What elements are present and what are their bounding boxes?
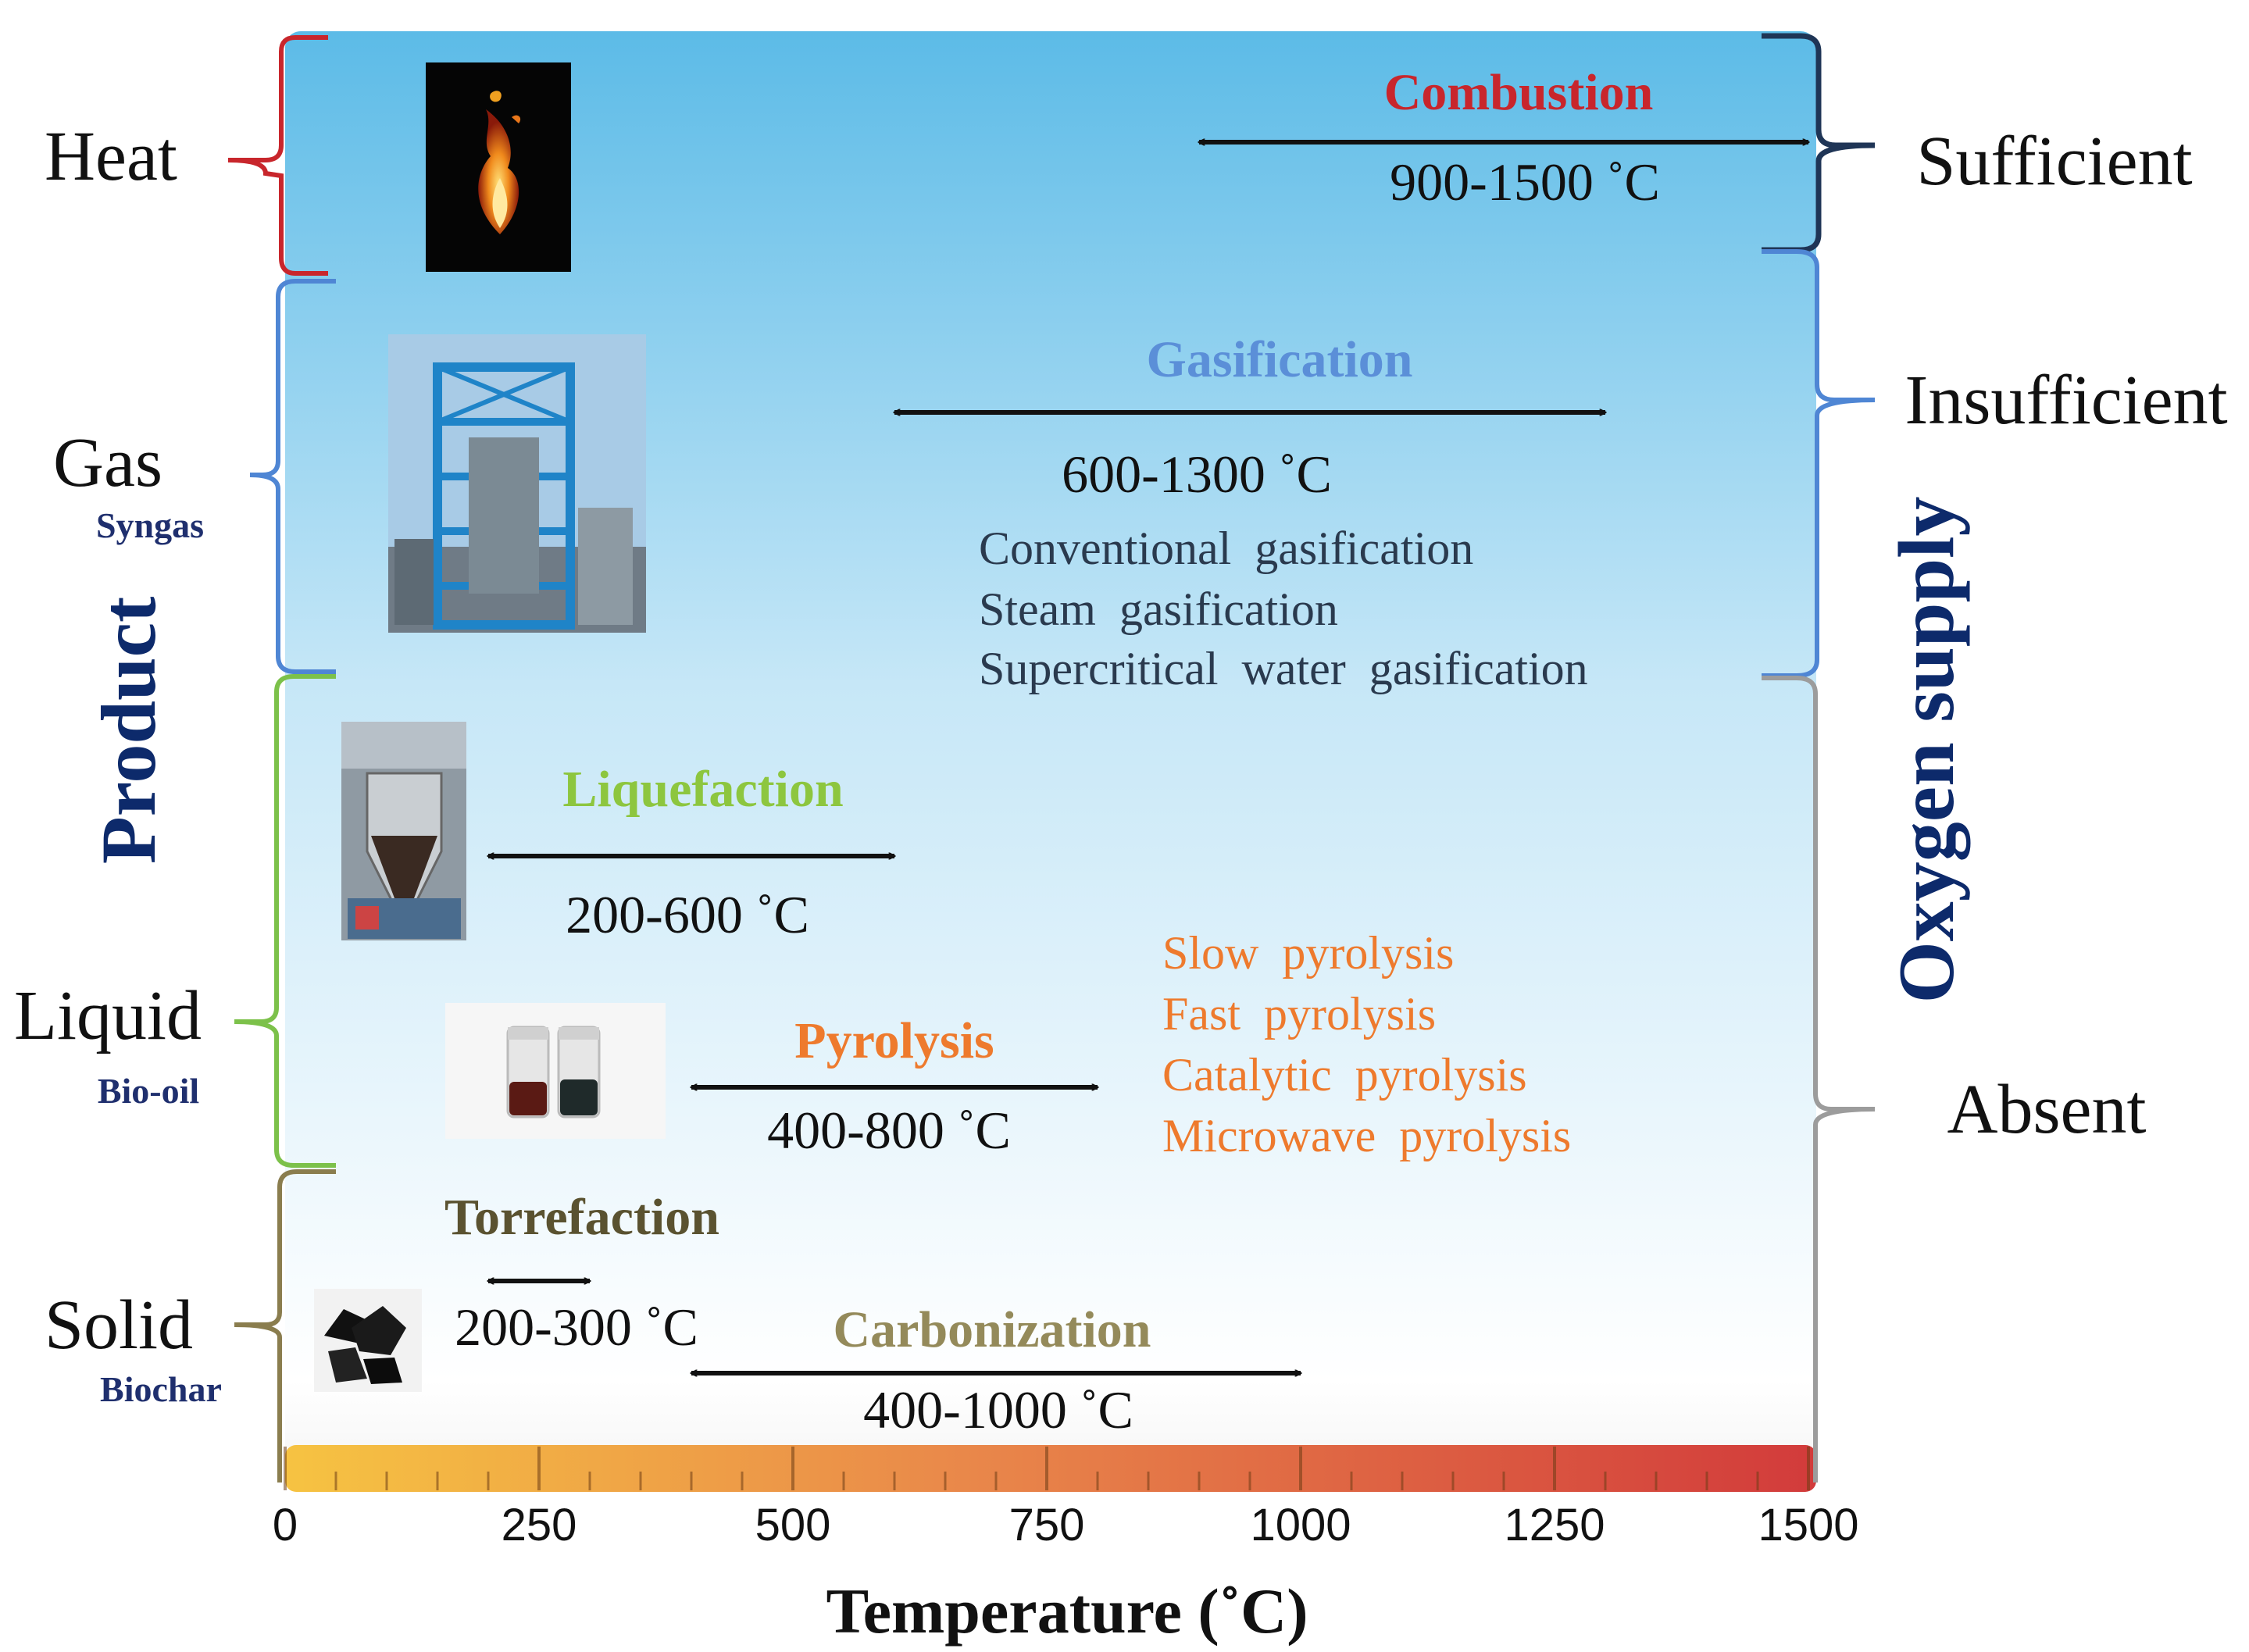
temperature-tick-label: 1500	[1758, 1500, 1858, 1550]
temperature-color-bar	[285, 1445, 1816, 1492]
gasification-variant-conventional: Conventional gasification	[979, 523, 1473, 574]
temperature-tick-label: 0	[273, 1500, 298, 1550]
pyrolysis-range-label: 400-800 ˚C	[767, 1101, 1011, 1160]
temperature-tick-labels: 0 250 500 750 1000 1250 1500	[273, 1500, 1859, 1550]
gasification-variant-supercritical: Supercritical water gasification	[979, 643, 1588, 694]
temperature-tick-label: 1000	[1250, 1500, 1351, 1550]
insufficient-brace	[1762, 249, 1876, 678]
combustion-range-label: 900-1500 ˚C	[1390, 152, 1660, 212]
oxygen-axis-title: Oxygen supply	[1883, 496, 1971, 1003]
liquefaction-name: Liquefaction	[562, 761, 843, 818]
gas-brace	[249, 279, 336, 674]
carbonization-name: Carbonization	[833, 1301, 1151, 1358]
sufficient-brace	[1762, 33, 1876, 253]
temperature-tick-label: 500	[755, 1500, 831, 1550]
absent-label: Absent	[1947, 1071, 2147, 1148]
bio-oil-bottles-icon	[445, 1003, 666, 1139]
gas-label: Gas	[53, 424, 162, 501]
heat-label: Heat	[45, 118, 177, 195]
liquefaction-reactor-icon	[341, 722, 466, 940]
liquid-brace	[234, 674, 336, 1168]
gasification-plant-icon	[388, 334, 646, 633]
solid-brace	[234, 1169, 336, 1483]
process-range-arrows	[488, 142, 1808, 1373]
temperature-ticks	[284, 1447, 1810, 1490]
gasification-range-label: 600-1300 ˚C	[1062, 444, 1332, 504]
product-axis: Heat Gas Syngas Liquid Bio-oil Solid Bio…	[14, 35, 336, 1483]
sufficient-label: Sufficient	[1916, 123, 2192, 200]
temperature-axis-label: Temperature (˚C)	[826, 1575, 1308, 1647]
pyrolysis-name: Pyrolysis	[794, 1012, 994, 1069]
pyrolysis-variant-slow: Slow pyrolysis	[1162, 927, 1454, 979]
absent-brace	[1762, 676, 1876, 1483]
product-axis-title: Product	[85, 597, 172, 865]
syngas-label: Syngas	[96, 505, 204, 545]
diagram-panel	[285, 31, 1816, 1483]
heat-brace	[227, 35, 328, 276]
temperature-tick-label: 1250	[1504, 1500, 1605, 1550]
carbonization-range-label: 400-1000 ˚C	[863, 1380, 1133, 1440]
flame-icon	[426, 62, 571, 272]
pyrolysis-variant-fast: Fast pyrolysis	[1162, 988, 1436, 1040]
pyrolysis-variant-catalytic: Catalytic pyrolysis	[1162, 1049, 1527, 1101]
liquefaction-range-label: 200-600 ˚C	[566, 885, 809, 944]
gasification-variant-steam: Steam gasification	[979, 583, 1338, 635]
bio-oil-label: Bio-oil	[98, 1071, 199, 1111]
torrefaction-name: Torrefaction	[444, 1189, 719, 1246]
gasification-name: Gasification	[1147, 331, 1413, 388]
temperature-tick-label: 250	[502, 1500, 577, 1550]
biochar-icon	[314, 1289, 422, 1392]
biochar-label: Biochar	[100, 1369, 222, 1409]
pyrolysis-variant-microwave: Microwave pyrolysis	[1162, 1110, 1571, 1161]
temperature-tick-label: 750	[1009, 1500, 1085, 1550]
combustion-name: Combustion	[1384, 64, 1654, 121]
solid-label: Solid	[45, 1286, 193, 1364]
liquid-label: Liquid	[14, 977, 202, 1054]
oxygen-axis: Sufficient Insufficient Absent Oxygen su…	[1762, 33, 2228, 1483]
insufficient-label: Insufficient	[1905, 362, 2227, 439]
torrefaction-range-label: 200-300 ˚C	[455, 1297, 698, 1357]
